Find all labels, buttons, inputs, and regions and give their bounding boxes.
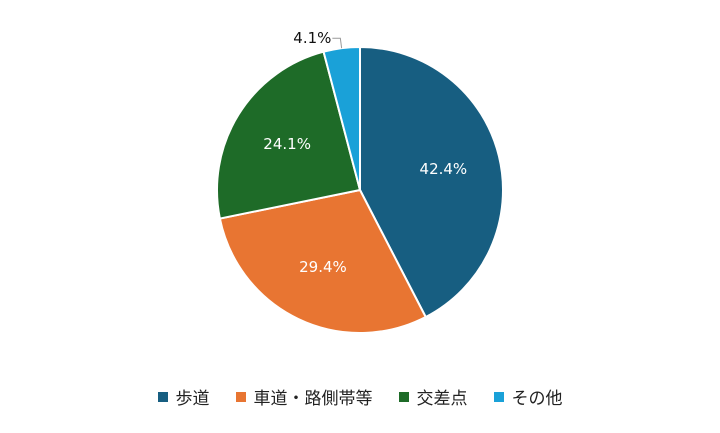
pie-slice: [359, 45, 505, 319]
legend-swatch: [493, 391, 504, 402]
legend-item: 交差点: [398, 384, 468, 409]
data-label: 24.1%: [263, 135, 311, 153]
legend-label: 交差点: [416, 389, 468, 409]
legend-swatch: [235, 391, 246, 402]
legend-label: その他: [511, 389, 563, 409]
legend-label: 車道・路側帯等: [253, 389, 373, 409]
leader-line: [332, 37, 343, 49]
data-label: 4.1%: [293, 29, 331, 47]
legend-item: 歩道: [157, 384, 210, 409]
chart: 42.4% 29.4% 24.1% 4.1%: [216, 29, 505, 334]
legend-label: 歩道: [175, 389, 210, 409]
data-label: 29.4%: [299, 258, 347, 276]
legend-swatch: [157, 391, 168, 402]
legend-item: 車道・路側帯等: [235, 384, 373, 409]
legend: 歩道 車道・路側帯等 交差点 その他: [0, 384, 720, 409]
pie-slice: [216, 50, 362, 220]
legend-item: その他: [493, 384, 563, 409]
legend-swatch: [398, 391, 409, 402]
pie-slice: [322, 45, 361, 191]
data-label: 42.4%: [420, 160, 468, 178]
pie-slice: [218, 188, 428, 334]
